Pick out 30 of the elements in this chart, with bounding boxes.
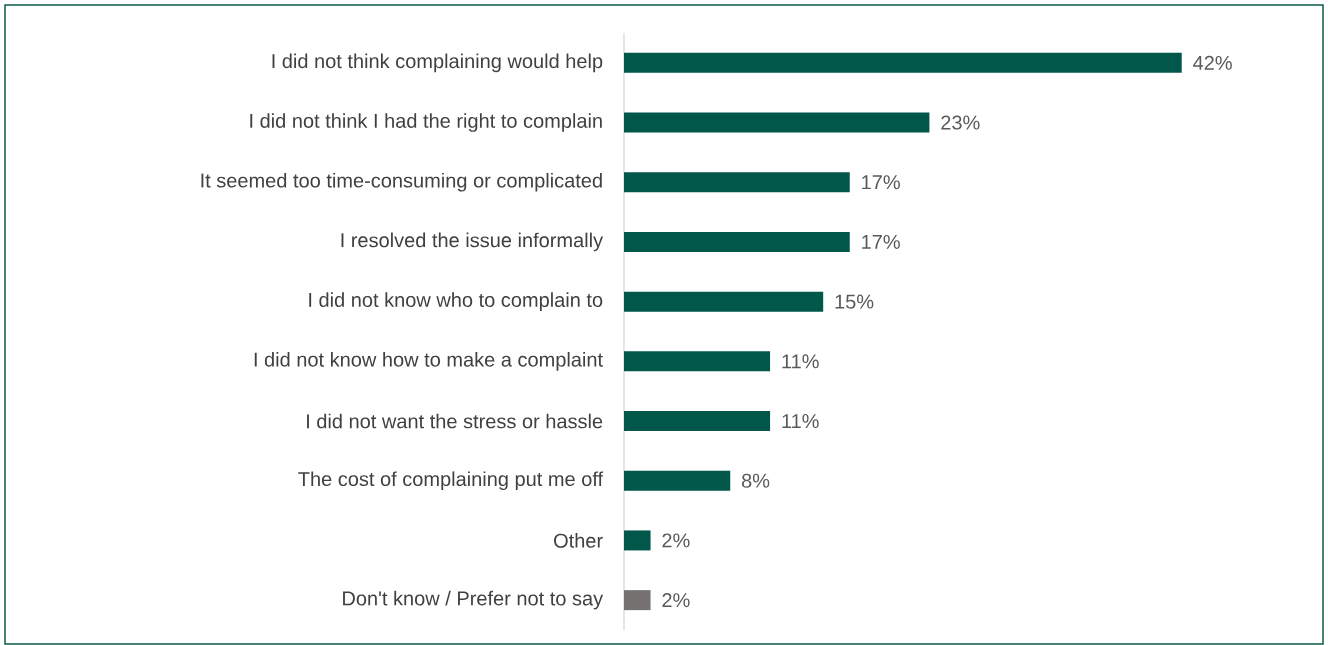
bar bbox=[624, 172, 850, 193]
data-label: 42% bbox=[1193, 55, 1232, 70]
y-tick-label: Other bbox=[554, 533, 603, 548]
data-label: 17% bbox=[862, 234, 900, 249]
data-label: 23% bbox=[941, 115, 980, 130]
data-label: 8% bbox=[741, 473, 770, 488]
bar bbox=[624, 112, 930, 133]
data-label: 17% bbox=[862, 175, 900, 190]
bar bbox=[624, 470, 731, 491]
bar bbox=[624, 411, 771, 432]
bar bbox=[624, 52, 1182, 73]
y-tick-label: I did not know how to make a complaint bbox=[254, 352, 603, 371]
y-tick-label: Don't know / Prefer not to say bbox=[343, 590, 604, 610]
bar bbox=[624, 590, 651, 611]
data-label: 15% bbox=[835, 294, 874, 309]
y-tick-label: I resolved the issue informally bbox=[341, 232, 604, 252]
data-label: 11% bbox=[782, 414, 819, 429]
data-label: 11% bbox=[782, 354, 819, 369]
y-tick-label: I did not want the stress or hassle bbox=[307, 413, 603, 429]
bar bbox=[624, 291, 824, 312]
y-tick-label: The cost of complaining put me off bbox=[298, 471, 604, 491]
bar bbox=[624, 231, 850, 252]
data-label: 2% bbox=[662, 533, 690, 548]
data-label: 2% bbox=[662, 593, 690, 608]
bar bbox=[624, 351, 771, 372]
bar bbox=[624, 530, 651, 551]
y-tick-label: It seemed too time-consuming or complicated bbox=[201, 172, 602, 192]
y-tick-label: I did not think complaining would help bbox=[272, 53, 603, 73]
y-tick-label: I did not think I had the right to complain bbox=[250, 113, 602, 132]
y-tick-label: I did not know who to complain to bbox=[309, 292, 603, 311]
